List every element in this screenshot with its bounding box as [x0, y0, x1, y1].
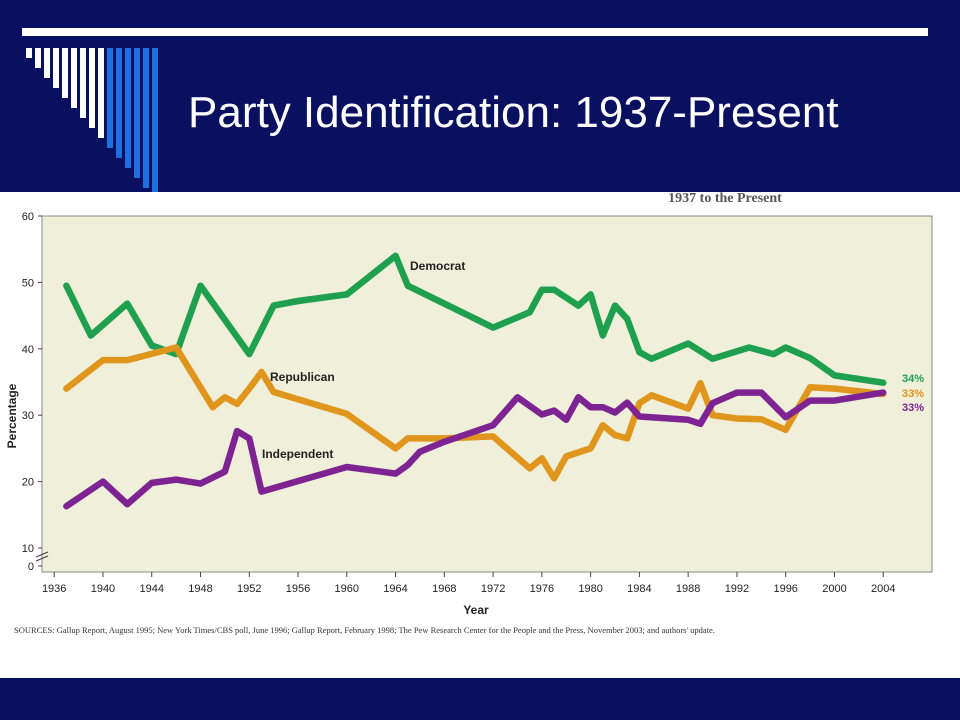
axis-break-mark [35, 551, 49, 562]
x-tick-label: 1936 [42, 583, 66, 595]
x-axis-label: Year [463, 603, 489, 617]
x-tick-label: 1996 [773, 583, 797, 595]
x-tick-label: 2000 [822, 583, 846, 595]
x-tick-label: 1952 [237, 583, 261, 595]
x-tick-label: 1992 [725, 583, 749, 595]
decorative-stripe [44, 48, 50, 78]
decorative-stripe [26, 48, 32, 58]
y-tick-label: 20 [22, 477, 34, 489]
plot-area [41, 215, 933, 573]
series-line-independent [63, 389, 887, 510]
decorative-stripe [35, 48, 41, 68]
decorative-stripe [125, 48, 131, 168]
y-tick-label: 30 [22, 410, 34, 422]
series-label-independent: Independent [262, 447, 333, 461]
series-label-democrat: Democrat [410, 259, 465, 273]
x-tick-label: 1984 [627, 583, 651, 595]
decorative-stripe [71, 48, 77, 108]
decorative-stripe [134, 48, 140, 178]
series-label-republican: Republican [270, 370, 335, 384]
source-note: SOURCES: Gallup Report, August 1995; New… [14, 625, 715, 635]
decorative-stripe [143, 48, 149, 188]
x-tick-label: 1976 [530, 583, 554, 595]
y-tick-label: 40 [22, 344, 34, 356]
end-value-label-democrat: 34% [902, 373, 924, 385]
y-axis-label: Percentage [5, 383, 19, 448]
x-tick-label: 1968 [432, 583, 456, 595]
decorative-stripe [107, 48, 113, 148]
party-identification-chart: 1937 to the Present 0 10 20 30 40 50 60 1936 194… [5, 191, 933, 635]
x-tick-label: 1988 [676, 583, 700, 595]
x-tick-label: 2004 [871, 583, 895, 595]
decorative-stripe [152, 48, 158, 198]
chart-title: 1937 to the Present [668, 192, 782, 206]
decorative-stripe [80, 48, 86, 118]
end-value-label-republican: 33% [902, 388, 924, 400]
decorative-stripe [62, 48, 68, 98]
series-line-democrat [63, 252, 887, 386]
y-tick-label: 10 [22, 543, 34, 555]
x-tick-label: 1940 [91, 583, 115, 595]
x-tick-label: 1960 [335, 583, 359, 595]
chart-figure: 1937 to the Present 0 10 20 30 40 50 60 1936 194… [0, 191, 960, 678]
header-rule [22, 28, 928, 36]
x-tick-label: 1972 [481, 583, 505, 595]
x-tick-label: 1956 [286, 583, 310, 595]
x-tick-label: 1944 [139, 583, 163, 595]
slide-header: Party Identification: 1937-Present [0, 0, 960, 198]
series-line-republican [63, 344, 887, 482]
slide-title: Party Identification: 1937-Present [188, 88, 839, 137]
x-tick-label: 1948 [188, 583, 212, 595]
end-value-label-independent: 33% [902, 402, 924, 414]
decorative-stripe [116, 48, 122, 158]
decorative-stripe [98, 48, 104, 138]
x-tick-label: 1964 [383, 583, 407, 595]
y-tick-label: 50 [22, 277, 34, 289]
y-tick-label: 0 [28, 561, 34, 573]
decorative-stripe [89, 48, 95, 128]
decorative-stripe [53, 48, 59, 88]
slide-footer [0, 678, 960, 720]
y-tick-label: 60 [22, 211, 34, 223]
x-tick-label: 1980 [578, 583, 602, 595]
